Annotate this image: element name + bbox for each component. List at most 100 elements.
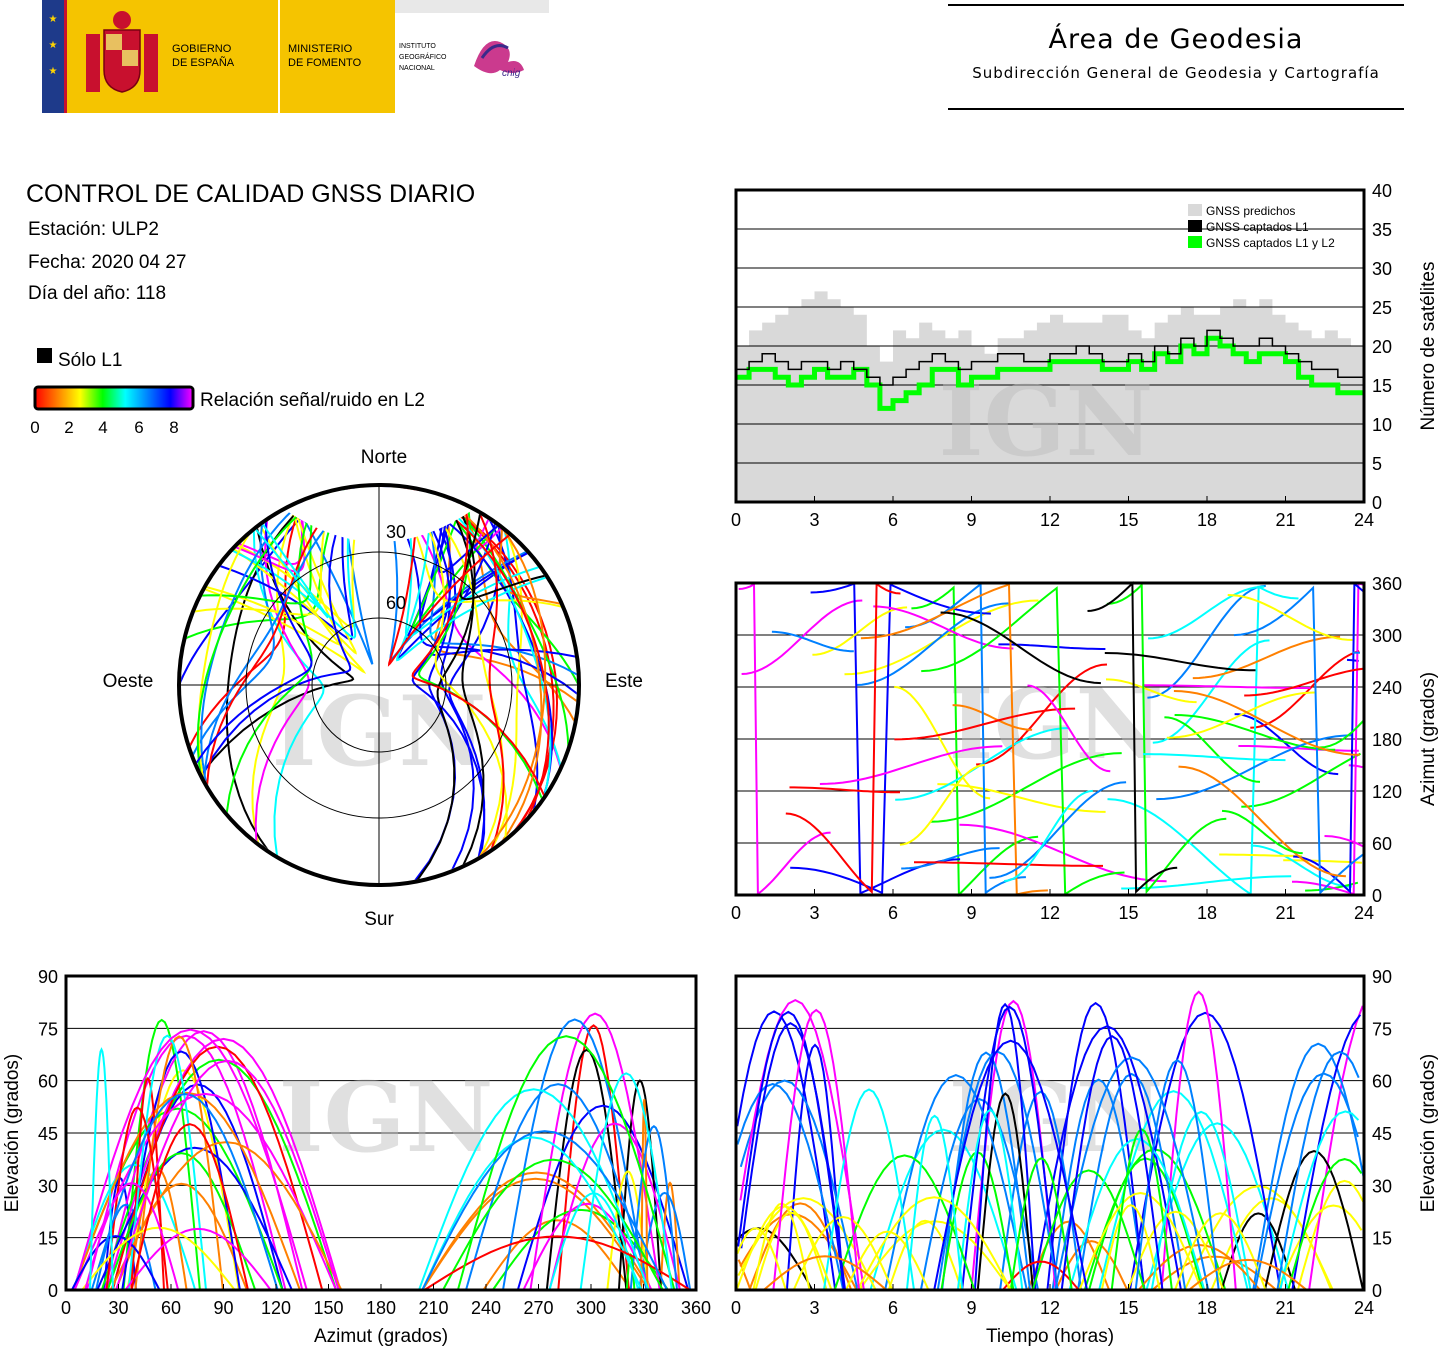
satellite-track: [1152, 639, 1270, 744]
satellite-track: [236, 487, 365, 628]
satellite-track: [424, 489, 552, 799]
satellite-track: [72, 1163, 197, 1291]
satellite-track: [887, 1219, 963, 1291]
x-tick-label: 0: [731, 1298, 741, 1318]
satellite-track: [937, 783, 1106, 813]
satellite-track: [192, 490, 334, 616]
satellite-track: [429, 522, 577, 658]
satellite-track: [973, 1002, 1037, 1291]
y-tick-label: 40: [1372, 181, 1392, 201]
department-header: Área de Geodesia Subdirección General de…: [948, 0, 1404, 112]
gov-line1: GOBIERNO: [172, 43, 232, 55]
satellite-track: [901, 847, 1000, 870]
satellite-track: [1188, 1258, 1308, 1291]
satellite-track: [1100, 1204, 1161, 1291]
x-tick-label: 15: [1118, 903, 1138, 923]
satellite-track: [1319, 720, 1364, 749]
y-tick-label: 30: [1372, 1176, 1392, 1196]
x-tick-label: 12: [1040, 510, 1060, 530]
elevation-azimuth-tracks: [71, 1012, 692, 1291]
satellite-track: [557, 1024, 630, 1291]
ring-label-60: 60: [386, 593, 406, 613]
satellite-track: [899, 764, 985, 846]
satellite-track: [1241, 752, 1361, 808]
satellite-track: [961, 1005, 1059, 1291]
satellite-track: [1060, 1035, 1164, 1291]
satellite-track: [397, 487, 550, 821]
satellite-track: [905, 1114, 964, 1291]
satellite-track: [894, 707, 1076, 741]
y-tick-label: 10: [1372, 415, 1392, 435]
satellite-track: [194, 520, 313, 765]
legend-label: GNSS predichos: [1206, 204, 1295, 218]
satellite-track: [421, 1136, 643, 1291]
satellite-track: [124, 1227, 272, 1291]
legend-label: GNSS captados L1 y L2: [1206, 236, 1335, 250]
x-tick-label: 6: [888, 510, 898, 530]
satellite-track: [737, 1197, 877, 1291]
area-title: Área de Geodesia: [1048, 24, 1304, 55]
satellite-track: [1250, 650, 1360, 729]
satellite-track: [771, 630, 854, 653]
y-tick-label: 35: [1372, 220, 1392, 240]
satellite-track: [1164, 716, 1261, 783]
satellite-track: [858, 1220, 1012, 1291]
x-tick-label: 21: [1275, 903, 1295, 923]
legend-swatch: [1188, 236, 1202, 248]
satellite-track: [1291, 1014, 1362, 1291]
svg-text:cnig: cnig: [502, 68, 521, 79]
y-tick-label: 60: [38, 1072, 58, 1092]
x-tick-label: 0: [61, 1298, 71, 1318]
y-tick-label: 30: [1372, 259, 1392, 279]
satellite-track: [1192, 635, 1341, 680]
x-tick-label: 15: [1118, 510, 1138, 530]
east-label: Este: [605, 671, 643, 692]
satellite-track: [72, 1091, 301, 1291]
ign-watermark: IGN: [939, 365, 1154, 478]
ign-line2: GEOGRÁFICO: [399, 52, 447, 61]
satellite-track: [845, 1230, 930, 1291]
satellite-track: [105, 1106, 169, 1291]
x-tick-label: 18: [1197, 510, 1217, 530]
satellite-track: [205, 487, 352, 787]
satellite-track: [1046, 1001, 1145, 1291]
x-tick-label: 21: [1275, 1298, 1295, 1318]
x-tick-label: 300: [576, 1298, 606, 1318]
x-tick-label: 180: [366, 1298, 396, 1318]
satellite-track: [96, 1146, 293, 1291]
satellite-track: [106, 1152, 257, 1291]
satellite-track: [254, 522, 329, 619]
satellite-track: [1250, 844, 1352, 888]
satellite-track: [1110, 1128, 1173, 1291]
x-axis-label: Azimut (grados): [314, 1326, 448, 1347]
station-label: Estación: ULP2: [28, 219, 159, 240]
cnig-logo-icon: cnig: [474, 41, 524, 79]
doy-label: Día del año: 118: [28, 283, 167, 304]
satellite-track: [785, 1043, 845, 1291]
satellite-track: [1238, 745, 1359, 752]
snr-tick: 4: [98, 418, 107, 437]
satellite-track: [941, 1051, 1031, 1291]
satellite-track: [489, 529, 523, 852]
satellite-track: [441, 494, 485, 868]
satellite-track: [411, 504, 546, 798]
snr-label: Relación señal/ruido en L2: [200, 390, 425, 411]
satellite-track: [735, 1205, 833, 1291]
coat-of-arms-icon: [86, 11, 158, 93]
report-title: CONTROL DE CALIDAD GNSS DIARIO: [26, 180, 476, 208]
satellite-track: [1254, 1072, 1359, 1291]
satellite-track: [418, 1088, 650, 1291]
satellite-track: [869, 1128, 1018, 1291]
satellite-track: [772, 1008, 860, 1291]
satellite-track: [1283, 859, 1362, 864]
satellite-track: [1054, 1056, 1210, 1291]
satellite-track: [442, 1158, 664, 1291]
satellite-track: [952, 704, 1033, 731]
satellite-track: [1009, 1157, 1073, 1291]
satellite-track: [1104, 652, 1256, 672]
min-line1: MINISTERIO: [288, 43, 353, 55]
satellite-track: [739, 1079, 859, 1291]
satellite-track: [1027, 1220, 1111, 1291]
satellite-track: [1078, 1191, 1203, 1291]
